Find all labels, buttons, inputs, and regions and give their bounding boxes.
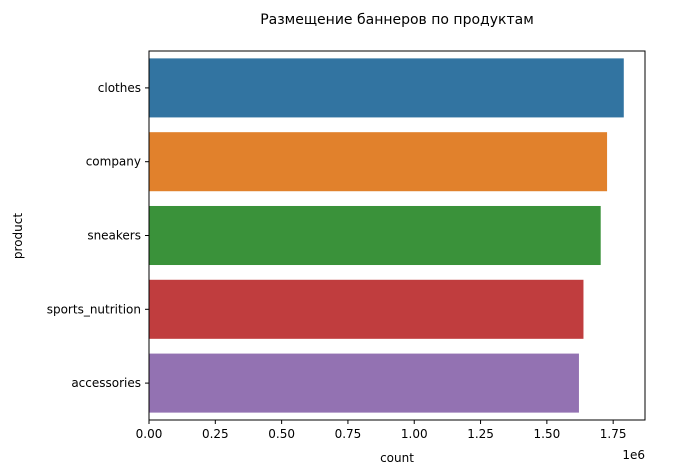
chart-title: Размещение баннеров по продуктам bbox=[260, 12, 534, 28]
x-tick-label: 1.50 bbox=[534, 427, 561, 441]
y-tick-label: clothes bbox=[98, 81, 141, 95]
x-scale-offset-label: 1e6 bbox=[622, 448, 645, 462]
x-tick-label: 0.00 bbox=[136, 427, 163, 441]
x-tick-label: 1.25 bbox=[467, 427, 494, 441]
x-tick-label: 1.75 bbox=[600, 427, 627, 441]
x-tick-label: 1.00 bbox=[401, 427, 428, 441]
y-axis-label: product bbox=[11, 213, 25, 259]
bar-accessories bbox=[149, 353, 579, 413]
bars-group bbox=[149, 58, 624, 413]
y-tick-label: company bbox=[86, 155, 141, 169]
x-axis-label: count bbox=[380, 451, 414, 465]
x-axis-ticks: 0.00 0.25 0.50 0.75 1.00 1.25 1.50 1.75 bbox=[136, 420, 627, 441]
bar-sneakers bbox=[149, 205, 601, 266]
x-tick-label: 0.50 bbox=[268, 427, 295, 441]
y-tick-label: sports_nutrition bbox=[47, 302, 141, 316]
bar-company bbox=[149, 132, 608, 192]
plot-frame bbox=[148, 50, 646, 421]
x-tick-label: 0.25 bbox=[202, 427, 229, 441]
x-tick-label: 0.75 bbox=[335, 427, 362, 441]
y-axis-ticks: clothes company sneakers sports_nutritionac… bbox=[47, 81, 149, 390]
bar-sports-nutrition bbox=[149, 279, 584, 339]
bar-clothes bbox=[149, 58, 624, 118]
y-tick-label: accessories bbox=[71, 376, 141, 390]
y-tick-label: sneakers bbox=[87, 229, 141, 243]
